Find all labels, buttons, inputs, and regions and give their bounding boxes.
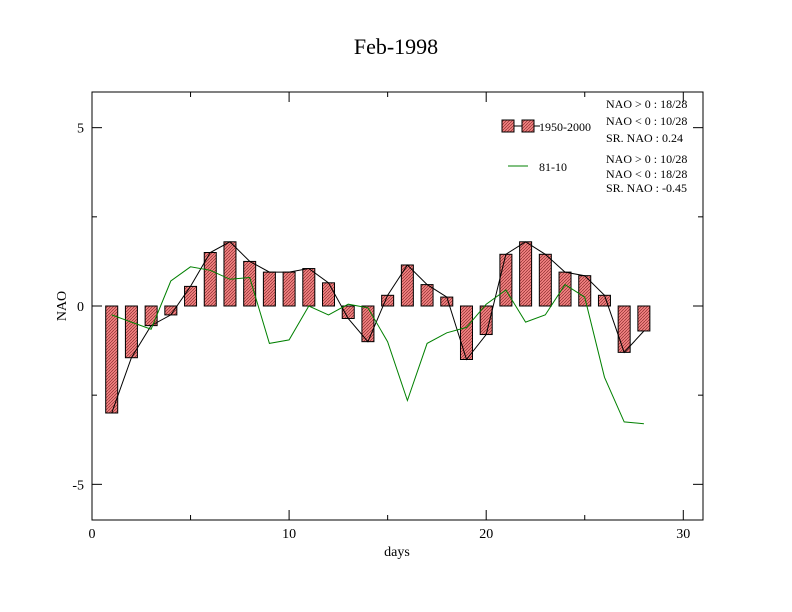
bar-day-26 — [597, 294, 611, 307]
legend-bar-swatch — [521, 119, 535, 133]
bar-day-12 — [322, 282, 336, 307]
y-tick-label: 5 — [77, 122, 84, 137]
bar-day-4 — [164, 305, 178, 316]
y-axis-label: NAO — [55, 291, 70, 321]
bar-day-22 — [519, 241, 533, 307]
stat-1950-pos: NAO > 0 : 18/28 — [606, 97, 687, 111]
x-tick-label: 20 — [479, 527, 493, 542]
bar-day-3 — [144, 305, 158, 327]
bar-day-9 — [262, 271, 276, 307]
bar-day-19 — [459, 305, 473, 360]
stat-8110-neg: NAO < 0 : 18/28 — [606, 167, 687, 181]
bar-day-11 — [302, 268, 316, 307]
stat-8110-pos: NAO > 0 : 10/28 — [606, 152, 687, 166]
x-axis-label: days — [384, 545, 410, 560]
bar-outline-line — [111, 241, 645, 414]
bar-day-7 — [223, 241, 237, 307]
x-tick-label: 0 — [89, 527, 96, 542]
bar-day-10 — [282, 271, 296, 307]
series-81-10-line — [111, 266, 644, 425]
bar-day-21 — [499, 253, 513, 307]
bar-day-13 — [341, 305, 355, 319]
bar-day-8 — [243, 260, 257, 307]
y-tick-label: 0 — [77, 300, 84, 315]
chart-title: Feb-1998 — [354, 34, 438, 59]
legend-bar-swatch — [501, 119, 515, 133]
axis-ticks: 0 10 20 30 -5 0 5 — [72, 92, 703, 542]
bar-day-28 — [637, 305, 651, 332]
bar-day-23 — [538, 253, 552, 307]
legend-label-1950-2000: 1950-2000 — [539, 120, 591, 134]
bar-day-1 — [105, 305, 119, 414]
bar-day-24 — [558, 271, 572, 307]
x-tick-label: 10 — [282, 527, 296, 542]
bar-day-5 — [184, 285, 198, 307]
stat-1950-neg: NAO < 0 : 10/28 — [606, 114, 687, 128]
legend: 1950-2000 81-10 NAO > 0 : 18/28 NAO < 0 … — [501, 97, 687, 195]
x-tick-label: 30 — [676, 527, 690, 542]
bar-day-20 — [479, 305, 493, 336]
stat-1950-sr: SR. NAO : 0.24 — [606, 131, 683, 145]
bar-day-27 — [617, 305, 631, 353]
bar-series — [105, 241, 651, 414]
y-tick-label: -5 — [72, 478, 84, 493]
stat-8110-sr: SR. NAO : -0.45 — [606, 181, 687, 195]
legend-label-81-10: 81-10 — [539, 160, 567, 174]
